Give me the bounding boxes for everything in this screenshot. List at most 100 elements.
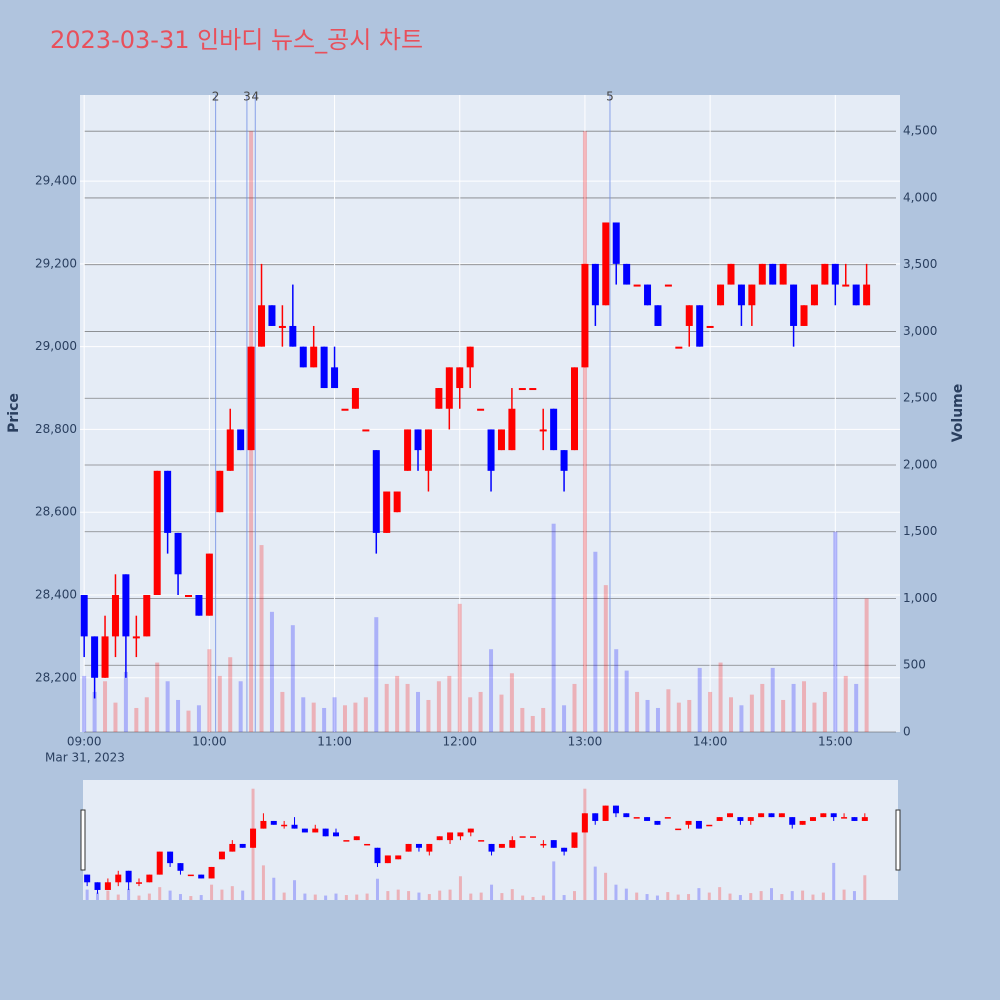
candle-body (779, 263, 787, 285)
mini-volume-bar (158, 887, 162, 900)
candle-body (383, 491, 391, 533)
mini-candle-body (561, 847, 568, 852)
mini-volume-bar (230, 886, 234, 900)
mini-candle-body (457, 832, 464, 837)
mini-volume-bar (427, 894, 431, 900)
mini-volume-bar (303, 893, 307, 900)
slider-handle[interactable] (895, 809, 901, 871)
x-date-label: Mar 31, 2023 (45, 751, 125, 765)
candle-body (863, 284, 871, 306)
volume-bar (520, 707, 525, 732)
candle-body (258, 305, 266, 347)
candle-body (331, 367, 339, 389)
mini-candle-body (415, 843, 422, 848)
volume-bar (259, 545, 264, 732)
mini-volume-bar (552, 861, 556, 900)
mini-volume-bar (220, 889, 224, 900)
candle-body (91, 636, 99, 678)
mini-volume-bar (728, 893, 732, 900)
mini-volume-bar (614, 884, 618, 900)
volume-bar (426, 699, 431, 732)
candle-body (852, 284, 860, 306)
candle-body (174, 532, 182, 575)
volume-bar (624, 670, 629, 732)
volume-bar (332, 697, 337, 732)
volume-bar (593, 551, 598, 732)
mini-volume-bar (282, 892, 286, 900)
candle-body (341, 408, 349, 411)
volume-bar (760, 683, 765, 732)
candle-body (842, 284, 850, 287)
volume-bar (92, 691, 97, 732)
candle-body (414, 429, 422, 451)
mini-volume-bar (521, 895, 525, 900)
candle-body (623, 263, 631, 285)
volume-bar (395, 675, 400, 732)
mini-candle-body (250, 828, 257, 848)
mini-volume-bar (334, 893, 338, 900)
candle-body (550, 408, 558, 451)
mini-candle-body (644, 817, 651, 821)
mini-volume-bar (759, 891, 763, 900)
mini-volume-bar (344, 895, 348, 900)
event-label: 4 (251, 90, 259, 104)
y2-tick-label: 2,500 (903, 391, 937, 405)
event-label: 2 (212, 90, 220, 104)
candle-body (237, 429, 245, 451)
candle-body (362, 429, 370, 432)
chart-title: 2023-03-31 인바디 뉴스_공시 차트 (50, 26, 423, 54)
y-tick-label: 28,400 (35, 587, 77, 601)
mini-candle-body (135, 882, 142, 884)
volume-bar (541, 707, 546, 732)
mini-volume-bar (604, 872, 608, 900)
candle-body (299, 346, 307, 368)
volume-bar (562, 705, 567, 732)
candle-body (278, 325, 286, 328)
candle-body (195, 594, 203, 616)
candle-body (800, 305, 808, 326)
mini-volume-bar (842, 889, 846, 900)
candle-body (477, 408, 485, 411)
candle-body (184, 594, 192, 597)
mini-volume-bar (116, 894, 120, 900)
candle-body (748, 284, 756, 306)
mini-candle-body (540, 843, 547, 846)
x-tick-label: 13:00 (568, 735, 603, 749)
volume-bar (687, 699, 692, 732)
mini-volume-bar (458, 876, 462, 900)
candle-body (644, 284, 652, 306)
mini-candle-body (799, 820, 806, 825)
volume-bar (708, 691, 713, 732)
candle-body (591, 263, 599, 306)
mini-candle-body (633, 817, 640, 819)
mini-volume-bar (479, 892, 483, 900)
candle-body (268, 305, 276, 326)
mini-volume-bar (469, 893, 473, 900)
candle-body (737, 284, 745, 306)
mini-volume-bar (241, 890, 245, 900)
mini-volume-bar (562, 895, 566, 900)
mini-candle-body (612, 805, 619, 814)
candle-body (539, 429, 547, 432)
mini-volume-bar (852, 891, 856, 900)
mini-candle-body (198, 874, 205, 879)
volume-bar (165, 681, 170, 732)
range-slider[interactable] (83, 780, 898, 900)
mini-candle-body (509, 840, 516, 848)
slider-handle[interactable] (80, 809, 86, 871)
candle-body (717, 284, 725, 306)
mini-volume-bar (645, 894, 649, 900)
mini-candle-body (364, 843, 371, 846)
candle-body (122, 574, 130, 637)
candle-body (80, 594, 88, 637)
mini-candle-body (664, 817, 671, 819)
candle-body (602, 222, 610, 306)
candle-body (445, 367, 453, 409)
mini-volume-bar (811, 894, 815, 900)
candle-body (810, 284, 818, 306)
mini-candle-body (218, 851, 225, 860)
mini-candle-body (727, 813, 734, 818)
mini-candle-body (447, 832, 454, 841)
mini-candle-body (747, 817, 754, 821)
candle-body (831, 263, 839, 285)
